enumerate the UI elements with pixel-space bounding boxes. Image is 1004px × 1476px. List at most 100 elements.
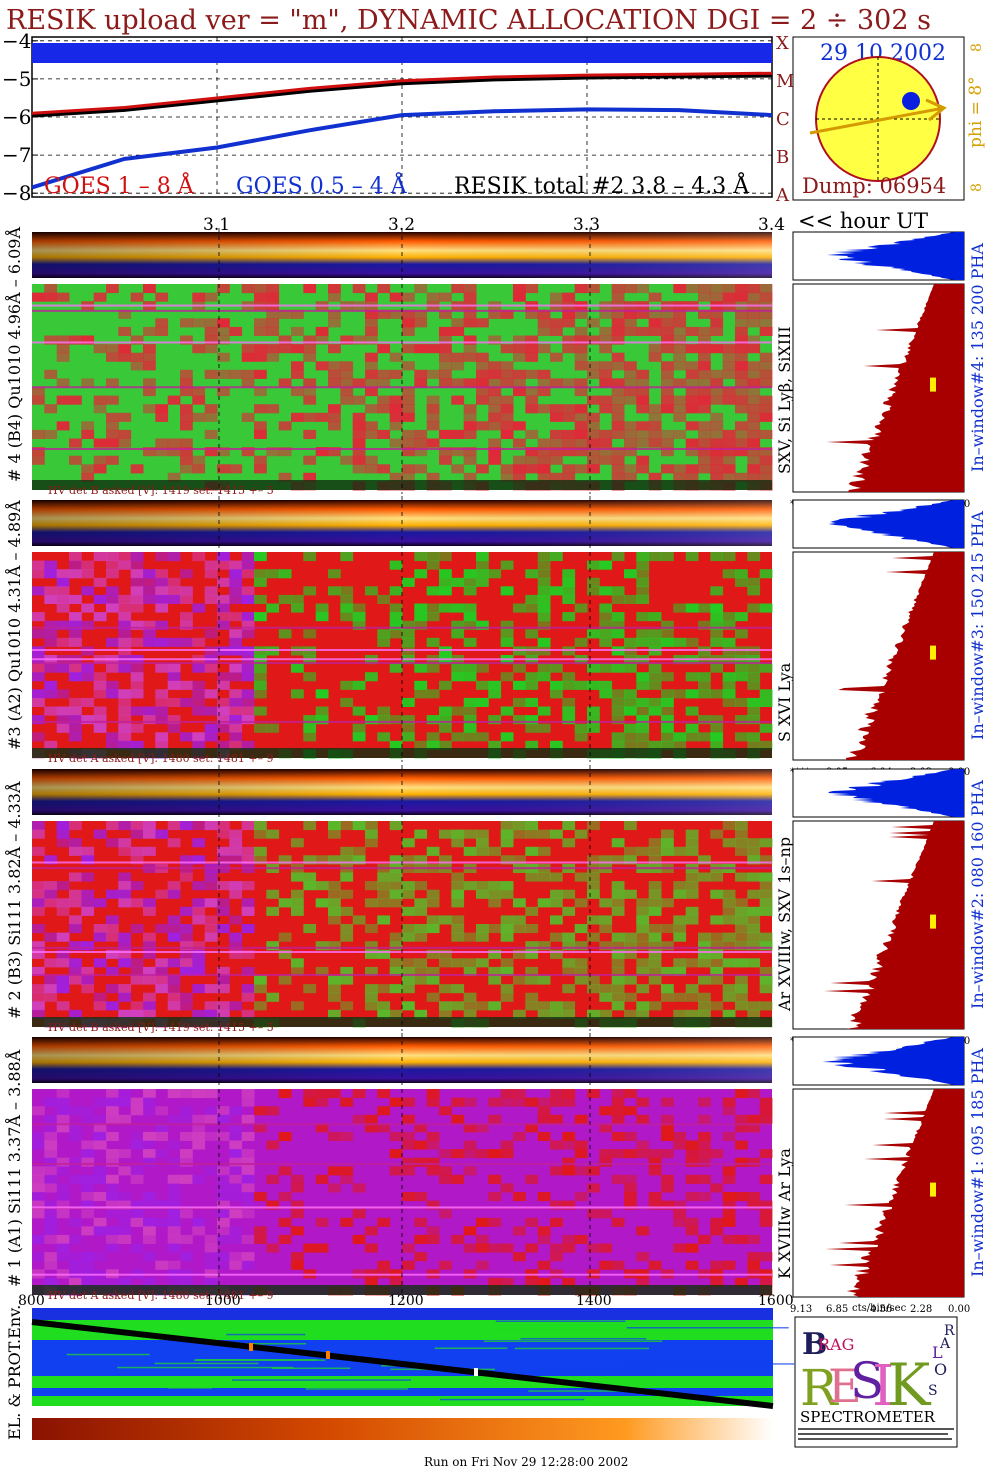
spectrogram-cell bbox=[155, 603, 169, 613]
spectrogram-cell bbox=[167, 663, 181, 673]
saturated-band bbox=[32, 43, 772, 63]
spectrogram-cell bbox=[69, 872, 82, 882]
spectrogram-cell bbox=[130, 586, 144, 596]
spectrogram-cell bbox=[402, 361, 415, 371]
spectrogram-cell bbox=[747, 1200, 761, 1210]
spectrogram-cell bbox=[661, 829, 674, 839]
spectrogram-cell bbox=[661, 1097, 674, 1107]
spectrogram-cell bbox=[118, 629, 132, 639]
spectrogram-cell bbox=[451, 663, 465, 673]
spectrogram-cell bbox=[44, 1149, 58, 1159]
spectrogram-cell bbox=[352, 723, 366, 733]
spectrogram-cell bbox=[439, 984, 452, 994]
spectrogram-cell bbox=[315, 855, 329, 865]
env-band-green-low bbox=[32, 1376, 773, 1388]
spectrogram-cell bbox=[389, 1097, 403, 1107]
spectrogram-cell bbox=[636, 378, 650, 388]
spectrogram-cell bbox=[180, 1149, 193, 1159]
spectrogram-cell bbox=[574, 404, 588, 414]
env-streak bbox=[260, 1376, 403, 1378]
spectrogram-cell bbox=[402, 429, 415, 439]
spectrogram-cell bbox=[56, 723, 70, 733]
spectrogram-cell bbox=[93, 829, 107, 839]
spectrogram-cell bbox=[328, 569, 341, 579]
spectrogram-cell bbox=[636, 932, 650, 942]
spectrogram-cell bbox=[722, 992, 736, 1002]
spectrogram-cell bbox=[426, 292, 440, 302]
spectrogram-cell bbox=[525, 464, 539, 474]
spectrogram-cell bbox=[574, 309, 588, 319]
spectrogram-cell bbox=[143, 1089, 156, 1099]
spectrogram-cell bbox=[685, 552, 699, 562]
spectrogram-cell bbox=[241, 1252, 255, 1262]
spectrogram-cell bbox=[44, 958, 58, 968]
spectrogram-cell bbox=[673, 335, 687, 345]
spectrogram-cell bbox=[636, 560, 650, 570]
spectrogram-cell bbox=[513, 680, 526, 690]
spectrogram-cell bbox=[661, 1114, 674, 1124]
legend-goes-long: GOES 1 – 8 Å bbox=[44, 171, 195, 199]
spectrogram-cell bbox=[402, 387, 415, 397]
spectrogram-cell bbox=[81, 663, 95, 673]
spectrogram-cell bbox=[56, 1001, 70, 1011]
channel-4-window-label: In–window#4: 135 200 PHA bbox=[968, 243, 987, 472]
spectrogram-cell bbox=[747, 958, 761, 968]
spectrogram-cell bbox=[722, 620, 736, 630]
spectrogram-cell bbox=[402, 577, 415, 587]
spectrogram-cell bbox=[93, 1277, 107, 1287]
spectrogram-cell bbox=[673, 326, 687, 336]
spectrogram-cell bbox=[661, 309, 674, 319]
spectrogram-cell bbox=[254, 318, 267, 328]
spectrogram-cell bbox=[254, 352, 267, 362]
spectrogram-cell bbox=[685, 1243, 699, 1253]
spectrogram-cell bbox=[167, 697, 181, 707]
spectrogram-cell bbox=[722, 1166, 736, 1176]
spectrogram-cell bbox=[56, 984, 70, 994]
spectrogram-cell bbox=[118, 984, 132, 994]
spectrogram-cell bbox=[624, 438, 637, 448]
spectrogram-cell bbox=[389, 412, 403, 422]
spectrogram-cell bbox=[759, 1114, 773, 1124]
spectrogram-cell bbox=[525, 629, 539, 639]
spectrogram-cell bbox=[463, 697, 477, 707]
spectrogram-cell bbox=[315, 326, 329, 336]
spectrogram-cell bbox=[698, 949, 711, 959]
spectrogram-cell bbox=[562, 932, 576, 942]
spectrogram-cell bbox=[685, 723, 699, 733]
spectrogram-cell bbox=[217, 577, 230, 587]
spectrogram-cell bbox=[426, 552, 440, 562]
spectrogram-cell bbox=[722, 612, 736, 622]
spectrogram-cell bbox=[217, 369, 230, 379]
spectrogram-cell bbox=[44, 984, 58, 994]
spectrogram-cell bbox=[463, 1166, 477, 1176]
spectrogram-cell bbox=[747, 438, 761, 448]
spectrogram-cell bbox=[315, 1097, 329, 1107]
spectrogram-cell bbox=[118, 552, 132, 562]
spectrogram-cell bbox=[488, 1243, 502, 1253]
spectrogram-cell bbox=[180, 949, 193, 959]
spectrogram-cell bbox=[574, 829, 588, 839]
spectrogram-cell bbox=[291, 966, 304, 976]
spectrogram-cell bbox=[439, 1209, 452, 1219]
spectrogram-cell bbox=[278, 421, 292, 431]
spectrogram-cell bbox=[340, 369, 354, 379]
spectrogram-cell bbox=[624, 1131, 637, 1141]
spectrogram-cell bbox=[217, 706, 230, 716]
spectrogram-cell bbox=[56, 586, 70, 596]
spectrogram-cell bbox=[315, 335, 329, 345]
spectrogram-cell bbox=[44, 1234, 58, 1244]
spectrogram-cell bbox=[414, 740, 428, 750]
spectrogram-cell bbox=[636, 429, 650, 439]
spectrogram-cell bbox=[525, 594, 539, 604]
spectrogram-cell bbox=[217, 1166, 230, 1176]
spectrogram-cell bbox=[229, 1106, 243, 1116]
spectrogram-cell bbox=[352, 1209, 366, 1219]
spectrogram-cell bbox=[389, 586, 403, 596]
spectrogram-cell bbox=[476, 1149, 489, 1159]
spectrogram-cell bbox=[624, 326, 637, 336]
spectrogram-cell bbox=[167, 715, 181, 725]
spectrogram-cell bbox=[93, 1252, 107, 1262]
spectrogram-cell bbox=[229, 577, 243, 587]
spectrogram-cell bbox=[315, 1174, 329, 1184]
spectrogram-cell bbox=[93, 1114, 107, 1124]
